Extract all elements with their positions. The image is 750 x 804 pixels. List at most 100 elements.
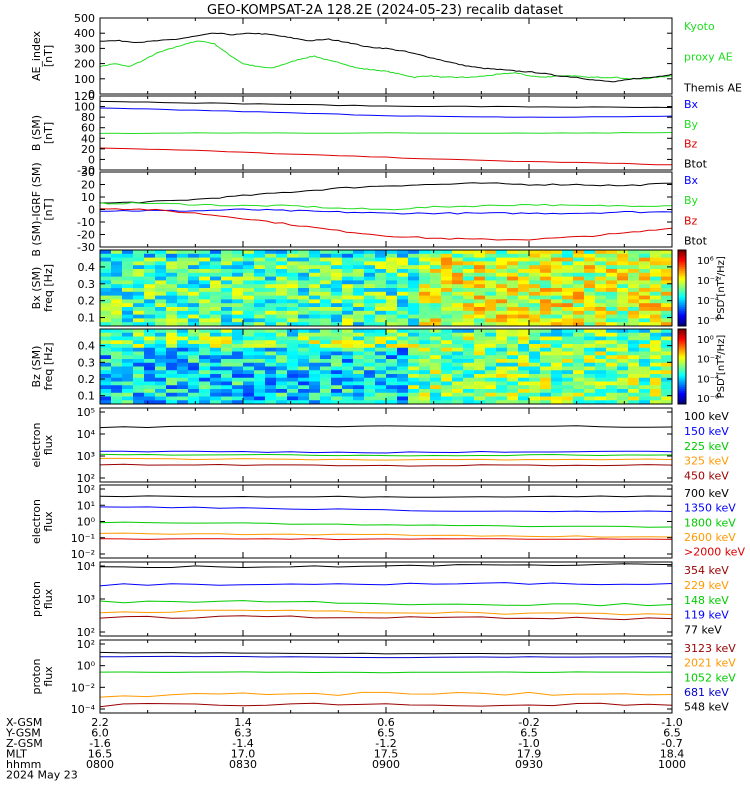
cell-bzspec (210, 385, 222, 390)
cell-bzspec (309, 329, 321, 334)
series-ehigh-3 (99, 532, 673, 538)
cell-bzspec (133, 359, 145, 364)
cell-bzspec (408, 392, 420, 397)
cell-bzspec (430, 351, 442, 356)
cell-bxspec (584, 269, 596, 274)
cell-bzspec (320, 396, 332, 401)
ytick-label-ae-3: 200 (74, 58, 95, 71)
cell-bxspec (606, 265, 618, 270)
cell-bxspec (529, 303, 541, 308)
colorbar-tick-bxspec-0: 10⁶ (697, 256, 714, 267)
cell-bzspec (177, 374, 189, 379)
cell-bzspec (144, 385, 156, 390)
cell-bxspec (485, 314, 497, 319)
cell-bzspec (166, 389, 178, 394)
cell-bxspec (639, 276, 651, 281)
cell-bxspec (397, 314, 409, 319)
colorbar-bzspec-step (678, 379, 686, 382)
cell-bxspec (331, 257, 343, 262)
cell-bzspec (661, 355, 673, 360)
cell-bzspec (485, 362, 497, 367)
cell-bxspec (210, 291, 222, 297)
cell-bzspec (661, 359, 673, 364)
cell-bxspec (606, 280, 618, 285)
cell-bxspec (111, 295, 123, 300)
orbit-value-3-3: 17.9 (517, 748, 542, 761)
cell-bzspec (650, 366, 662, 371)
cell-bxspec (463, 276, 475, 281)
cell-bxspec (298, 261, 310, 266)
cell-bzspec (496, 366, 508, 371)
cell-bxspec (254, 272, 266, 278)
cell-bxspec (155, 253, 167, 259)
cell-bzspec (485, 374, 497, 379)
cell-bxspec (287, 250, 299, 255)
cell-bzspec (166, 351, 178, 356)
cell-bzspec (518, 359, 530, 364)
cell-bzspec (386, 392, 398, 397)
colorbar-bxspec-step (678, 295, 686, 298)
cell-bzspec (254, 392, 266, 397)
cell-bzspec (243, 389, 255, 394)
cell-bxspec (507, 272, 519, 278)
cell-bzspec (353, 355, 365, 360)
cell-bzspec (606, 392, 618, 397)
cell-bzspec (331, 396, 343, 401)
cell-bzspec (606, 396, 618, 401)
cell-bzspec (166, 381, 178, 386)
cell-bxspec (397, 265, 409, 270)
cell-bzspec (364, 370, 376, 375)
cell-bxspec (562, 265, 574, 270)
cell-bzspec (661, 362, 673, 367)
cell-bzspec (507, 385, 519, 390)
cell-bzspec (353, 389, 365, 394)
cell-bxspec (408, 310, 420, 316)
cell-bzspec (287, 366, 299, 371)
cell-bxspec (650, 265, 662, 270)
cell-bzspec (639, 377, 651, 382)
cell-bzspec (386, 370, 398, 375)
cell-bxspec (386, 295, 398, 300)
colorbar-bxspec-step (678, 301, 686, 304)
cell-bzspec (430, 370, 442, 375)
cell-bzspec (298, 340, 310, 345)
cell-bzspec (265, 332, 277, 337)
cell-bzspec (133, 400, 145, 405)
cell-bzspec (232, 340, 244, 345)
colorbar-bxspec-step (678, 282, 686, 285)
cell-bxspec (661, 280, 673, 285)
cell-bxspec (122, 250, 134, 255)
cell-bzspec (573, 355, 585, 360)
cell-bxspec (441, 318, 453, 323)
cell-bxspec (375, 299, 387, 304)
cell-bxspec (507, 250, 519, 255)
cell-bxspec (221, 295, 233, 300)
cell-bzspec (364, 362, 376, 367)
cell-bxspec (298, 253, 310, 259)
cell-bxspec (320, 280, 332, 285)
cell-bzspec (166, 366, 178, 371)
colorbar-bzspec-step (678, 381, 686, 384)
cell-bxspec (364, 314, 376, 319)
cell-bzspec (276, 332, 288, 337)
cell-bxspec (144, 250, 156, 255)
cell-bzspec (628, 377, 640, 382)
cell-bxspec (265, 253, 277, 259)
cell-bxspec (166, 303, 178, 308)
cell-bxspec (419, 280, 431, 285)
cell-bzspec (628, 351, 640, 356)
cell-bxspec (320, 303, 332, 308)
cell-bzspec (408, 400, 420, 405)
cell-bzspec (617, 355, 629, 360)
cell-bxspec (133, 257, 145, 262)
cell-bxspec (287, 288, 299, 293)
colorbar-bxspec-step (678, 261, 686, 264)
cell-bzspec (144, 355, 156, 360)
cell-bxspec (166, 280, 178, 285)
cell-bxspec (496, 280, 508, 285)
cell-bzspec (617, 359, 629, 364)
cell-bxspec (298, 269, 310, 274)
cell-bzspec (463, 340, 475, 345)
cell-bxspec (287, 269, 299, 274)
